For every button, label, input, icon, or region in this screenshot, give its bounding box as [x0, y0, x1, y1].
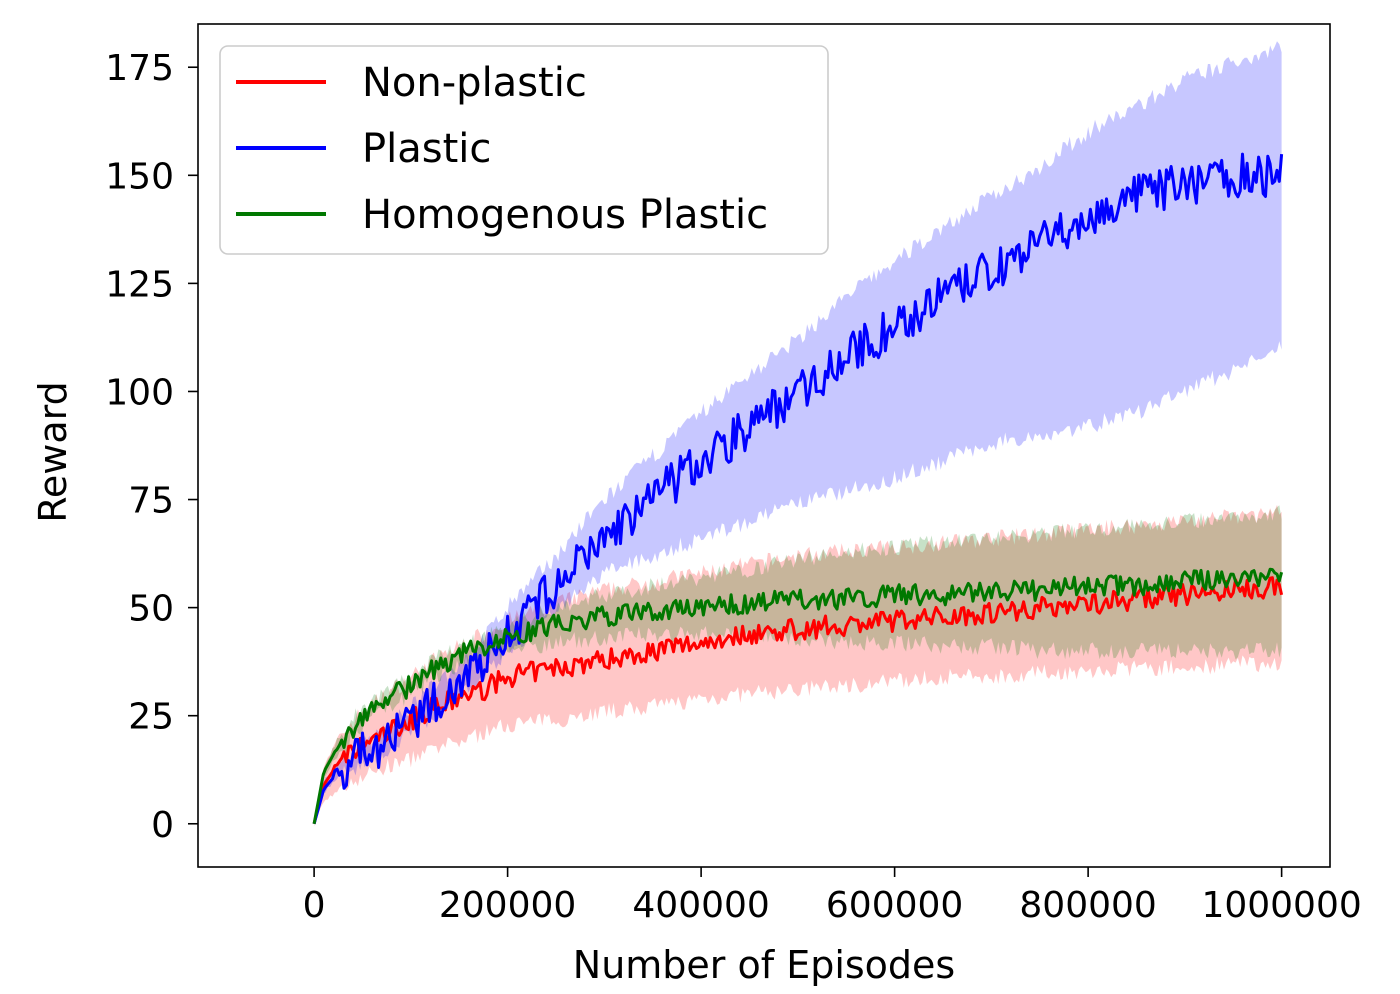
x-tick-label: 400000	[632, 885, 769, 926]
series-lines	[312, 152, 1284, 825]
legend-box	[219, 45, 829, 255]
x-axis-label: Number of Episodes	[573, 943, 955, 987]
y-tick-label: 175	[105, 48, 174, 89]
band-non-plastic	[314, 504, 1282, 827]
band-homogenous-plastic	[314, 505, 1282, 827]
y-tick-label: 75	[128, 481, 174, 522]
y-tick-label: 25	[128, 697, 174, 738]
y-tick-label: 100	[105, 372, 174, 413]
line-non-plastic	[312, 576, 1284, 825]
x-tick-label: 0	[303, 885, 326, 926]
x-tick-label: 600000	[826, 885, 963, 926]
legend-label-homogenous-plastic: Homogenous Plastic	[362, 192, 768, 238]
legend-label-plastic: Plastic	[362, 126, 491, 172]
y-tick-label: 50	[128, 589, 174, 630]
x-tick-label: 1000000	[1201, 885, 1361, 926]
y-axis-ticks: 0 25 50 75 100 125 150 175	[105, 48, 198, 846]
x-tick-label: 200000	[439, 885, 576, 926]
plot-frame	[197, 23, 1331, 868]
legend-label-non-plastic: Non-plastic	[362, 60, 587, 106]
x-axis-ticks: 0 200000 400000 600000 800000 1000000	[303, 867, 1362, 926]
y-axis-label: Reward	[31, 381, 75, 523]
x-tick-label: 800000	[1019, 885, 1156, 926]
legend: Non-plastic Plastic Homogenous Plastic	[219, 45, 829, 255]
y-tick-label: 0	[151, 805, 174, 846]
y-tick-label: 125	[105, 264, 174, 305]
line-homogenous-plastic	[312, 567, 1284, 825]
y-tick-label: 150	[105, 156, 174, 197]
